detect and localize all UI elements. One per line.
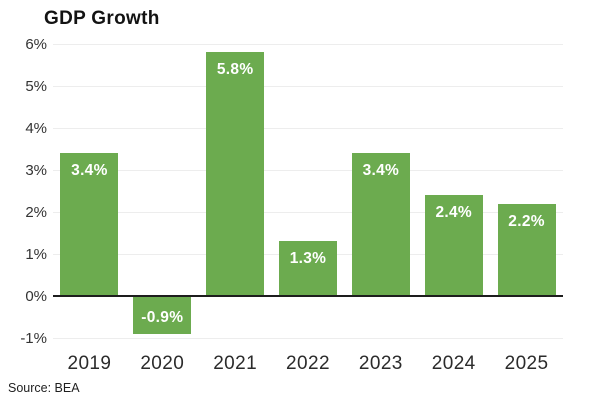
bar-2021: 5.8% <box>206 52 265 296</box>
zero-axis-line <box>53 295 563 297</box>
x-tick-label: 2021 <box>213 353 258 374</box>
bar-2020: -0.9% <box>133 296 192 334</box>
bar-value-label: 3.4% <box>71 162 108 180</box>
bar-2024: 2.4% <box>424 195 483 296</box>
gridline <box>53 170 563 171</box>
bar-2023: 3.4% <box>351 153 410 296</box>
y-tick-label: 5% <box>25 78 47 95</box>
source-note: Source: BEA <box>8 381 80 395</box>
gridline <box>53 212 563 213</box>
gridline <box>53 44 563 45</box>
bar-value-label: -0.9% <box>141 309 184 327</box>
x-tick-label: 2020 <box>140 353 185 374</box>
x-tick-label: 2023 <box>358 353 403 374</box>
x-tick-label: 2025 <box>504 353 549 374</box>
bar-2025: 2.2% <box>497 203 556 296</box>
bar-value-label: 5.8% <box>216 61 254 79</box>
y-tick-label: 0% <box>25 288 47 305</box>
bar-value-label: 2.4% <box>435 204 472 222</box>
bar-2019: 3.4% <box>60 153 119 296</box>
y-tick-label: 6% <box>25 36 47 53</box>
chart-title: GDP Growth <box>44 8 160 29</box>
bar-value-label: 3.4% <box>362 162 400 180</box>
y-tick-label: 2% <box>25 204 47 221</box>
bar-2022: 1.3% <box>279 241 337 296</box>
y-tick-label: 1% <box>25 246 47 263</box>
x-tick-label: 2022 <box>286 353 330 374</box>
x-tick-label: 2019 <box>67 353 112 374</box>
y-tick-label: -1% <box>20 330 47 347</box>
y-tick-label: 3% <box>25 162 47 179</box>
gridline <box>53 338 563 339</box>
x-tick-label: 2024 <box>431 353 476 374</box>
gridline <box>53 86 563 87</box>
gridline <box>53 128 563 129</box>
y-tick-label: 4% <box>25 120 47 137</box>
bar-value-label: 2.2% <box>508 212 545 230</box>
bar-value-label: 1.3% <box>289 250 327 268</box>
